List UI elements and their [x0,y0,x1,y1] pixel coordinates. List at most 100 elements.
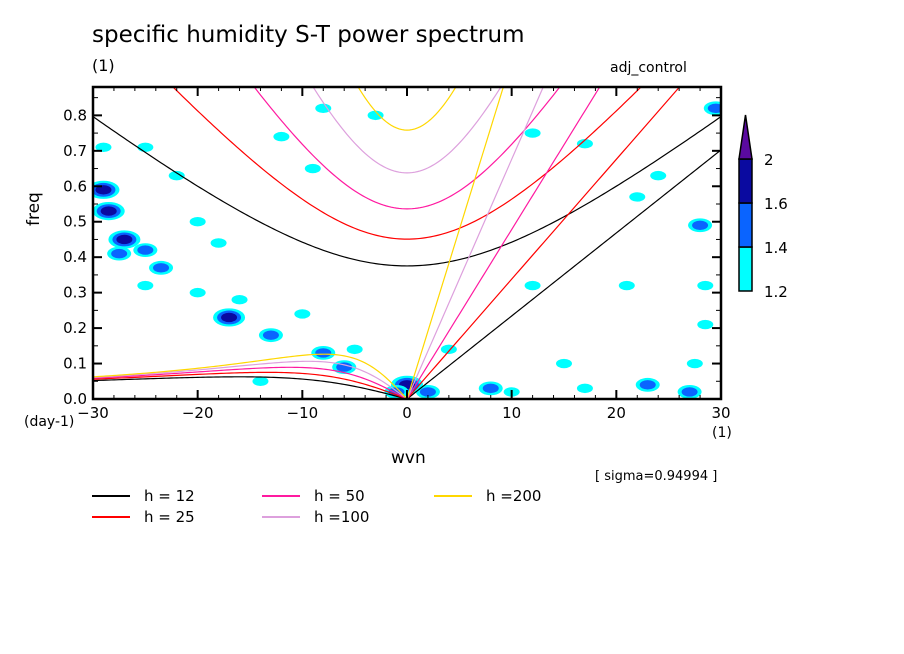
y-tick-label: 0.1 [63,355,87,373]
legend-swatch [262,495,300,497]
chart-unit-label: (1) [92,56,115,75]
rossby-curve [93,371,408,399]
contour-blob [294,309,311,319]
contour-blob [137,245,154,255]
contour-blob [262,330,279,340]
legend-swatch [434,495,472,497]
x-axis-unit: (1) [712,425,732,441]
contour-blob [681,387,698,397]
y-tick-label: 0.4 [63,248,87,266]
legend-item: h = 12 [92,487,195,505]
contour-blob [576,383,593,394]
x-tick-label: 10 [502,404,521,422]
contour-blob [650,170,667,181]
contour-blob [440,344,457,355]
x-tick-label: 0 [402,404,412,422]
rossby-curve [93,360,408,399]
contour-blob [231,295,248,305]
contour-blob [686,358,703,369]
legend-label: h =100 [314,508,370,526]
colorbar-segment [738,202,753,248]
y-tick-label: 0.2 [63,319,87,337]
legend-swatch [92,495,130,497]
gravity-curve [357,87,457,131]
contour-blob [618,280,635,291]
x-tick-label: −10 [287,404,319,422]
contour-blob [639,380,656,390]
kelvin-curve [406,87,601,399]
colorbar-label: 1.2 [764,283,788,301]
contour-blob [697,319,714,330]
plot-frame [91,85,723,401]
y-tick-label: 0.5 [63,213,87,231]
contour-blob [336,362,353,372]
contour-blob [100,206,117,216]
contour-blob [419,387,436,397]
contour-blob [346,344,363,355]
contour-blob [482,383,499,394]
legend-swatch [262,516,300,518]
legend-item: h = 25 [92,508,195,526]
kelvin-curve [406,87,681,399]
contour-blob [315,348,332,358]
contour-blob [137,280,154,291]
contour-blob [111,248,128,259]
x-tick-label: −20 [182,404,214,422]
legend-item: h =100 [262,508,370,526]
contour-blob [315,103,332,113]
contour-blob [576,139,593,149]
colorbar-label: 1.4 [764,239,788,257]
contour-blob [304,163,321,174]
contour-blob [221,312,238,323]
kelvin-curve [406,87,504,399]
contour-blob [697,280,714,291]
gravity-curve [172,87,642,240]
x-tick-label: 30 [711,404,730,422]
contour-blob [692,220,709,230]
contour-blob [168,170,185,181]
axis-ticks: −30 −20 −10 0 10 20 30 0.0 0.1 0.2 0.3 0.4 0.5 0.6 0.7… [63,87,731,422]
y-tick-label: 0.3 [63,284,87,302]
contour-blob [210,238,227,248]
contour-blob [116,234,133,245]
contour-blob [629,192,646,202]
rossby-curve [93,376,408,399]
sigma-annotation: [ sigma=0.94994 ] [595,469,718,484]
legend-label: h = 12 [144,487,195,505]
colorbar-label: 2 [764,151,774,169]
contour-fill-layer [93,101,721,399]
legend-item: h = 50 [262,487,365,505]
colorbar-segment [738,246,753,292]
legend-item: h =200 [434,487,542,505]
colorbar-extend-triangle [738,114,753,160]
contour-blob [189,217,206,227]
legend-label: h =200 [486,487,542,505]
rossby-curve [93,366,408,399]
y-tick-label: 0.0 [63,390,87,408]
contour-blob [252,376,269,386]
contour-blob [524,280,541,291]
contour-blob [367,110,384,121]
legend-label: h = 25 [144,508,195,526]
y-tick-label: 0.6 [63,177,87,195]
colorbar: 1.2 1.4 1.6 2 [738,114,788,301]
contour-blob [273,131,290,142]
rossby-curve [93,353,408,399]
y-axis-unit: (day-1) [24,414,75,430]
dispersion-curves [93,87,721,399]
gravity-curve [253,87,561,210]
y-tick-label: 0.7 [63,142,87,160]
x-tick-label: 20 [607,404,626,422]
run-label: adj_control [610,60,687,76]
contour-blob [95,185,112,195]
x-axis-label: wvn [391,448,426,468]
chart-title: specific humidity S-T power spectrum [92,22,525,48]
colorbar-label: 1.6 [764,195,788,213]
gravity-curve [312,87,502,174]
contour-blob [189,287,206,298]
legend-label: h = 50 [314,487,365,505]
legend-swatch [92,516,130,518]
contour-blob [95,142,112,152]
contour-blob [137,142,154,152]
